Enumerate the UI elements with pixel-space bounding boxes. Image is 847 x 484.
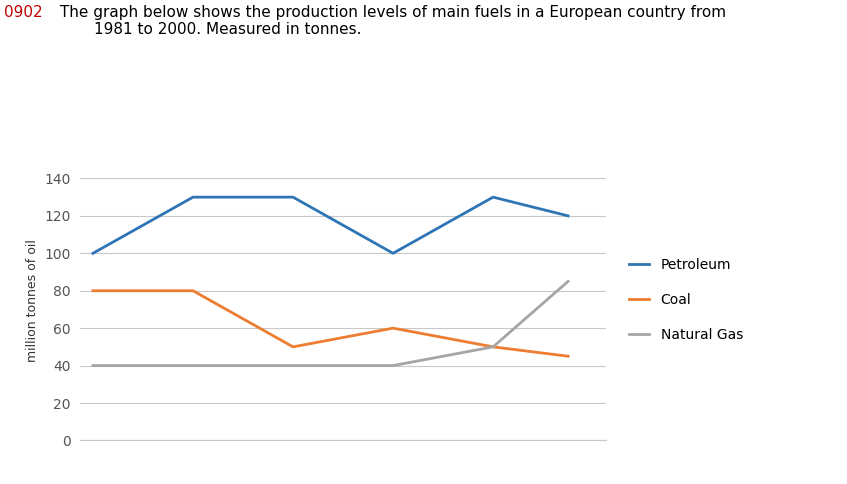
Text: The graph below shows the production levels of main fuels in a European country : The graph below shows the production lev… [55,5,726,37]
Y-axis label: million tonnes of oil: million tonnes of oil [25,239,39,362]
Legend: Petroleum, Coal, Natural Gas: Petroleum, Coal, Natural Gas [623,253,749,348]
Text: 0902: 0902 [4,5,43,20]
